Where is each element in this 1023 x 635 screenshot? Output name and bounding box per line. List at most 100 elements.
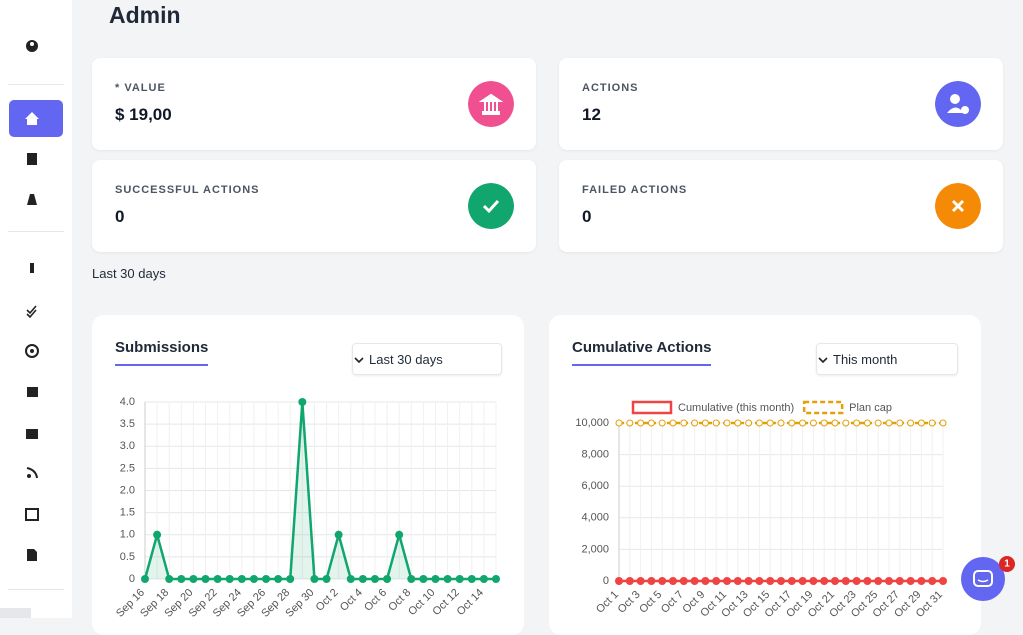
stat-icon <box>468 81 514 127</box>
data-point <box>177 575 186 583</box>
x-tick-label: Oct 2 <box>314 587 341 614</box>
data-point <box>755 419 763 427</box>
data-point <box>680 419 688 427</box>
data-point <box>733 577 742 585</box>
data-point <box>799 419 807 427</box>
data-point <box>419 575 428 583</box>
stat-card: * VALUE $ 19,00 <box>92 58 536 150</box>
select-text: This month <box>833 352 898 367</box>
stat-value: 12 <box>582 105 601 124</box>
data-point <box>370 575 379 583</box>
data-point <box>852 577 861 585</box>
data-point <box>853 419 861 427</box>
data-point <box>443 575 452 583</box>
data-point <box>636 577 645 585</box>
data-point <box>841 577 850 585</box>
data-point <box>407 575 416 583</box>
stat-label: FAILED ACTIONS <box>582 184 688 196</box>
stat-value: 0 <box>115 207 125 226</box>
stat-icon <box>468 183 514 229</box>
data-point <box>744 577 753 585</box>
data-point <box>701 577 710 585</box>
data-point <box>917 419 925 427</box>
y-tick-label: 4.0 <box>120 396 135 408</box>
data-point <box>701 419 709 427</box>
data-point <box>141 575 149 583</box>
stat-label: * VALUE <box>115 82 166 94</box>
data-point <box>755 577 764 585</box>
data-point <box>153 530 162 539</box>
data-point <box>189 575 198 583</box>
y-tick-label: 0 <box>129 573 135 585</box>
data-point <box>165 575 174 583</box>
data-point <box>274 575 283 583</box>
data-point <box>310 575 319 583</box>
x-tick-label: Oct 6 <box>362 587 389 614</box>
data-point <box>358 575 367 583</box>
legend-label: Plan cap <box>849 402 892 414</box>
data-point <box>820 577 829 585</box>
chart-title: Cumulative Actions <box>572 339 712 366</box>
range-select[interactable]: This month <box>816 343 958 375</box>
data-point <box>679 577 688 585</box>
data-point <box>712 419 720 427</box>
chat-badge: 1 <box>1004 559 1010 570</box>
data-point <box>809 419 817 427</box>
chart-panel: Cumulative Actions This month 0 2,000 4,00… <box>549 315 981 635</box>
data-point <box>346 575 355 583</box>
stat-label: SUCCESSFUL ACTIONS <box>115 184 260 196</box>
data-point <box>842 419 850 427</box>
data-point <box>787 577 796 585</box>
data-point <box>625 577 634 585</box>
data-point <box>831 577 839 585</box>
data-point <box>225 575 234 583</box>
data-point <box>201 575 210 583</box>
x-tick-label: Oct 5 <box>637 589 664 616</box>
stat-icon <box>935 81 981 127</box>
data-point <box>690 577 699 585</box>
data-point <box>766 419 774 427</box>
data-point <box>863 419 871 427</box>
chart-panel: Submissions Last 30 days 0 0.5 1.0 1.5 2.0 2.… <box>92 315 524 635</box>
data-point <box>298 398 307 406</box>
data-point <box>874 419 882 427</box>
data-point <box>467 575 476 583</box>
data-point <box>334 530 343 539</box>
data-point <box>939 577 947 585</box>
data-point <box>766 577 775 585</box>
range-select[interactable]: Last 30 days <box>352 343 502 375</box>
sidebar <box>0 0 72 618</box>
page-title: Admin <box>109 2 181 28</box>
stat-card: SUCCESSFUL ACTIONS 0 <box>92 160 536 252</box>
data-point <box>928 419 936 427</box>
select-text: Last 30 days <box>369 352 443 367</box>
legend-swatch <box>802 400 844 415</box>
data-point <box>237 575 246 583</box>
y-tick-label: 3.0 <box>120 440 135 452</box>
data-point <box>907 419 915 427</box>
data-point <box>885 577 893 585</box>
y-tick-label: 1.5 <box>120 507 135 519</box>
data-point <box>895 577 904 585</box>
data-point <box>383 575 392 583</box>
chart-title: Submissions <box>115 339 209 366</box>
data-point <box>637 419 645 427</box>
legend-swatch <box>631 400 673 415</box>
chat-launcher[interactable]: 1 <box>958 552 1023 608</box>
data-point <box>691 419 699 427</box>
data-point <box>788 419 796 427</box>
stat-card: ACTIONS 12 <box>559 58 1003 150</box>
data-point <box>917 577 926 585</box>
legend-label: Cumulative (this month) <box>678 402 794 414</box>
x-tick-label: Oct 7 <box>659 589 686 616</box>
data-point <box>626 419 634 427</box>
data-point <box>939 419 947 427</box>
data-point <box>262 575 271 583</box>
y-tick-label: 4,000 <box>581 512 609 524</box>
data-point <box>809 577 818 585</box>
y-tick-label: 0 <box>603 575 609 587</box>
stat-label: ACTIONS <box>582 82 639 94</box>
